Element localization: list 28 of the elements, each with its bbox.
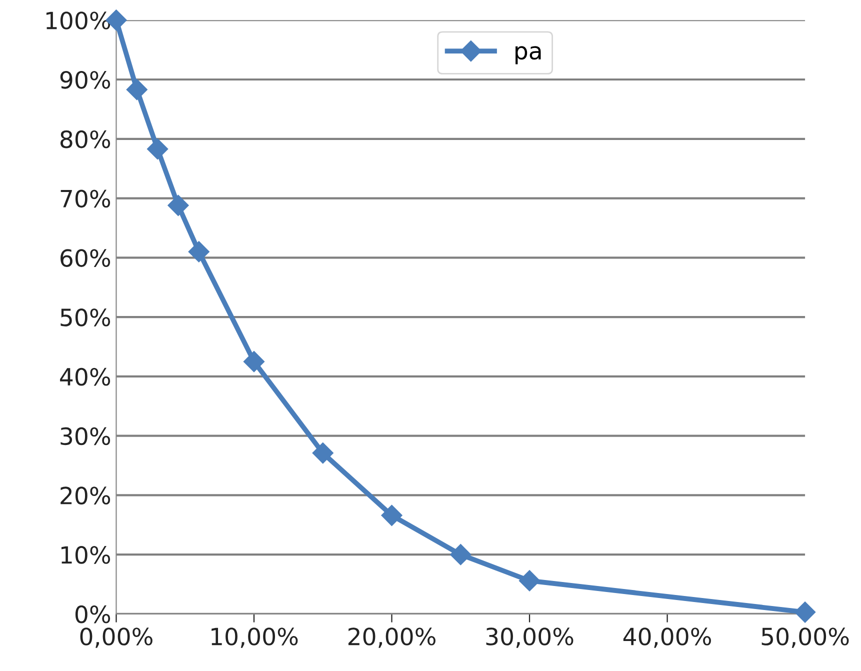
point — [519, 570, 540, 592]
x-tick-label: 30,00% — [486, 628, 574, 648]
point — [450, 544, 472, 566]
y-tick-label: 50% — [60, 308, 110, 326]
y-tick-label: 10% — [61, 546, 110, 564]
y-tick-label: 60% — [60, 249, 110, 267]
y-tick-label: 30% — [60, 427, 110, 446]
point — [381, 504, 402, 526]
y-tick-label: 100% — [46, 12, 110, 30]
point — [243, 351, 265, 372]
x-tick-label: 40,00% — [623, 628, 711, 648]
point — [188, 241, 210, 262]
y-tick-label: 40% — [60, 368, 110, 386]
x-tick-label: 50,00% — [762, 628, 849, 648]
point — [147, 138, 168, 160]
point — [168, 194, 189, 216]
y-tick-label: 20% — [60, 486, 110, 505]
point — [126, 79, 148, 100]
x-tick-label: 0,00% — [80, 628, 152, 648]
y-tick-label: 70% — [60, 190, 110, 208]
x-tick-label: 20,00% — [348, 628, 436, 648]
x-tick-label: 10,00% — [212, 628, 298, 648]
legend-label: pa — [516, 46, 541, 64]
y-tick-label: 90% — [60, 70, 110, 89]
y-tick-label: 80% — [60, 130, 110, 148]
y-tick-label: 0% — [75, 605, 110, 624]
point — [794, 602, 816, 623]
point — [312, 442, 334, 464]
